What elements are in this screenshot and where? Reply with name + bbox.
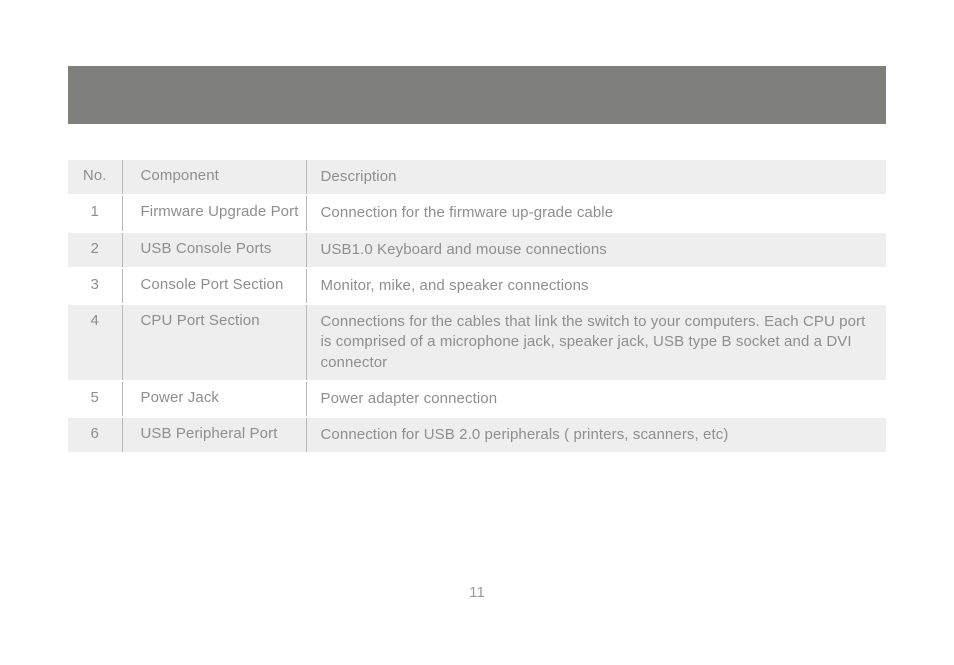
table-row: 4 CPU Port Section Connections for the c… bbox=[68, 305, 886, 380]
table-header-row: No. Component Description bbox=[68, 160, 886, 194]
page-number: 11 bbox=[0, 584, 954, 601]
col-header-description: Description bbox=[306, 160, 886, 194]
cell-component: Console Port Section bbox=[122, 269, 306, 303]
table: No. Component Description 1 Firmware Upg… bbox=[68, 160, 886, 452]
cell-component: USB Console Ports bbox=[122, 233, 306, 267]
table-row: 3 Console Port Section Monitor, mike, an… bbox=[68, 269, 886, 303]
cell-description: Connection for USB 2.0 peripherals ( pri… bbox=[306, 418, 886, 452]
table-row: 1 Firmware Upgrade Port Connection for t… bbox=[68, 196, 886, 230]
cell-description: USB1.0 Keyboard and mouse connections bbox=[306, 233, 886, 267]
cell-no: 3 bbox=[68, 269, 122, 303]
header-banner bbox=[68, 66, 886, 124]
cell-description: Power adapter connection bbox=[306, 382, 886, 416]
cell-no: 1 bbox=[68, 196, 122, 230]
table-row: 6 USB Peripheral Port Connection for USB… bbox=[68, 418, 886, 452]
cell-no: 2 bbox=[68, 233, 122, 267]
cell-no: 6 bbox=[68, 418, 122, 452]
cell-description: Monitor, mike, and speaker connections bbox=[306, 269, 886, 303]
cell-component: Firmware Upgrade Port bbox=[122, 196, 306, 230]
cell-no: 5 bbox=[68, 382, 122, 416]
cell-component: CPU Port Section bbox=[122, 305, 306, 380]
table-row: 2 USB Console Ports USB1.0 Keyboard and … bbox=[68, 233, 886, 267]
col-header-no: No. bbox=[68, 160, 122, 194]
cell-no: 4 bbox=[68, 305, 122, 380]
page: No. Component Description 1 Firmware Upg… bbox=[0, 0, 954, 665]
table-row: 5 Power Jack Power adapter connection bbox=[68, 382, 886, 416]
cell-description: Connections for the cables that link the… bbox=[306, 305, 886, 380]
cell-component: Power Jack bbox=[122, 382, 306, 416]
components-table: No. Component Description 1 Firmware Upg… bbox=[68, 160, 886, 452]
cell-component: USB Peripheral Port bbox=[122, 418, 306, 452]
cell-description: Connection for the firmware up-grade cab… bbox=[306, 196, 886, 230]
col-header-component: Component bbox=[122, 160, 306, 194]
